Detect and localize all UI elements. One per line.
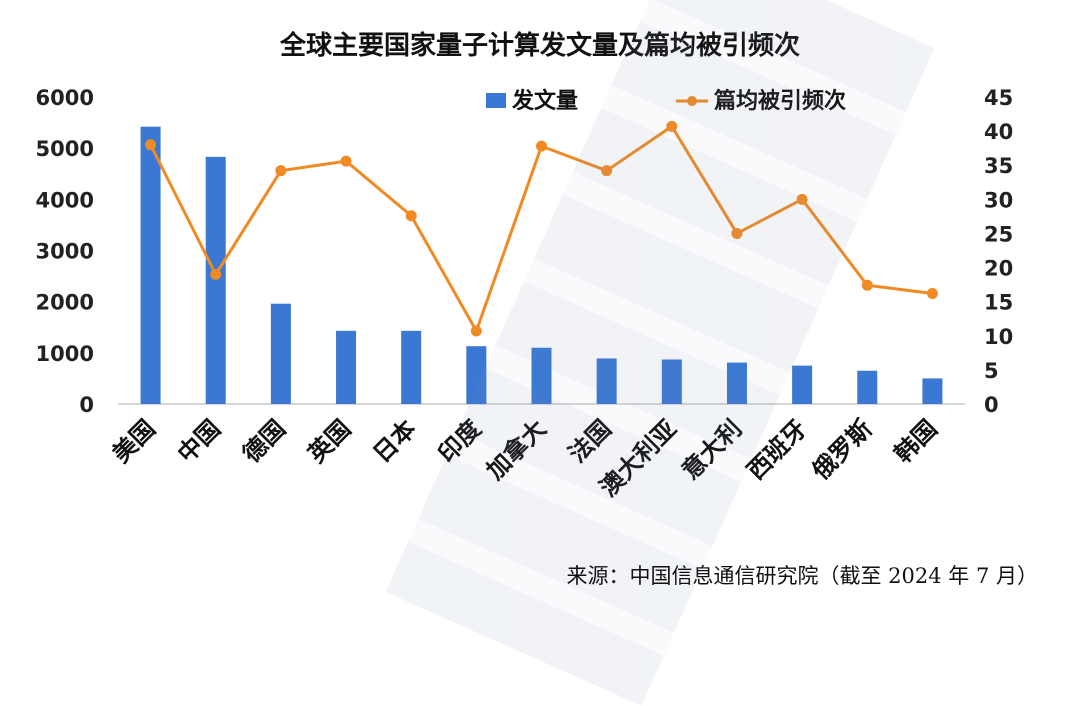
legend-line-label: 篇均被引频次 bbox=[714, 88, 846, 114]
legend-bar-label: 发文量 bbox=[511, 88, 578, 114]
bar-法国 bbox=[596, 358, 617, 404]
legend-bar-swatch bbox=[486, 93, 506, 108]
right-tick-label: 25 bbox=[984, 222, 1013, 246]
bar-韩国 bbox=[922, 378, 943, 404]
bar-日本 bbox=[401, 330, 422, 404]
x-tick-label: 西班牙 bbox=[742, 414, 813, 485]
bar-加拿大 bbox=[531, 347, 552, 404]
line-point-中国 bbox=[210, 268, 222, 280]
chart: 全球主要国家量子计算发文量及篇均被引频次 0 1000 2000 3000 4000 50… bbox=[36, 0, 1038, 706]
bar-series bbox=[140, 126, 943, 404]
right-tick-label: 45 bbox=[984, 86, 1013, 110]
line-point-韩国 bbox=[926, 287, 938, 299]
line-point-澳大利亚 bbox=[666, 120, 678, 132]
bar-意大利 bbox=[726, 362, 747, 404]
chart-svg: 全球主要国家量子计算发文量及篇均被引频次 0100020003000400050… bbox=[36, 30, 1014, 502]
x-tick-label: 中国 bbox=[172, 414, 226, 468]
bar-英国 bbox=[336, 330, 357, 404]
left-tick-label: 6000 bbox=[36, 86, 94, 110]
right-tick-label: 10 bbox=[984, 325, 1013, 349]
right-tick-label: 35 bbox=[984, 154, 1013, 178]
line-point-西班牙 bbox=[796, 193, 808, 205]
x-tick-label: 韩国 bbox=[889, 414, 943, 468]
x-tick-label: 俄罗斯 bbox=[806, 414, 877, 485]
x-tick-label: 德国 bbox=[237, 414, 291, 468]
left-tick-label: 3000 bbox=[36, 240, 94, 264]
bar-俄罗斯 bbox=[857, 370, 878, 404]
left-tick-label: 5000 bbox=[36, 137, 94, 161]
bar-中国 bbox=[205, 156, 226, 404]
bar-美国 bbox=[140, 126, 161, 404]
line-point-印度 bbox=[470, 325, 482, 337]
line-point-法国 bbox=[601, 165, 613, 177]
right-axis: 0 5 10 15 20 25 30 35 40 45 bbox=[984, 86, 1013, 417]
line-series bbox=[145, 120, 938, 337]
bar-西班牙 bbox=[792, 365, 813, 404]
line-point-俄罗斯 bbox=[861, 279, 873, 291]
x-tick-label: 法国 bbox=[563, 414, 617, 468]
legend: 发文量 篇均被引频次 bbox=[486, 88, 846, 114]
left-axis: 0 1000 2000 3000 4000 5000 6000 bbox=[36, 86, 94, 417]
x-tick-label: 美国 bbox=[107, 414, 161, 468]
line-point-意大利 bbox=[731, 227, 743, 239]
left-tick-label: 2000 bbox=[36, 291, 94, 315]
line-point-加拿大 bbox=[536, 140, 547, 152]
left-tick-label: 0 bbox=[79, 393, 94, 417]
bar-澳大利亚 bbox=[661, 359, 682, 404]
x-tick-label: 印度 bbox=[433, 414, 487, 468]
right-tick-label: 30 bbox=[984, 188, 1013, 212]
x-tick-label: 日本 bbox=[368, 414, 422, 468]
left-tick-label: 1000 bbox=[36, 342, 94, 366]
source-note: 来源：中国信息通信研究院（截至 2024 年 7 月） bbox=[566, 564, 1038, 588]
bar-德国 bbox=[270, 303, 291, 404]
line-path bbox=[149, 124, 933, 333]
chart-title: 全球主要国家量子计算发文量及篇均被引频次 bbox=[279, 30, 800, 61]
right-tick-label: 20 bbox=[984, 257, 1013, 281]
line-point-英国 bbox=[340, 155, 352, 167]
right-tick-label: 40 bbox=[984, 120, 1013, 144]
legend-line-marker bbox=[687, 96, 697, 106]
x-tick-label: 英国 bbox=[303, 414, 357, 468]
line-point-美国 bbox=[145, 139, 157, 151]
left-tick-label: 4000 bbox=[36, 188, 94, 212]
right-tick-label: 15 bbox=[984, 291, 1013, 315]
right-tick-label: 5 bbox=[984, 359, 999, 383]
x-tick-label: 加拿大 bbox=[481, 414, 552, 485]
x-tick-label: 意大利 bbox=[676, 414, 747, 485]
line-point-德国 bbox=[275, 165, 287, 177]
right-tick-label: 0 bbox=[984, 393, 999, 417]
line-point-日本 bbox=[405, 210, 417, 222]
bar-印度 bbox=[466, 346, 487, 404]
